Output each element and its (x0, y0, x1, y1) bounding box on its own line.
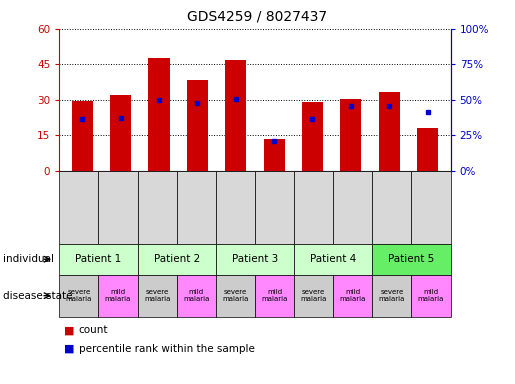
Bar (148, 58, 169, 171)
Text: GDS4259 / 8027437: GDS4259 / 8027437 (187, 10, 328, 23)
Text: severe
malaria: severe malaria (379, 289, 405, 302)
Text: mild
malaria: mild malaria (105, 289, 131, 302)
Bar (72, 101, 93, 171)
Text: ■: ■ (64, 325, 75, 335)
Text: mild
malaria: mild malaria (183, 289, 210, 302)
Text: percentile rank within the sample: percentile rank within the sample (79, 344, 255, 354)
Text: severe
malaria: severe malaria (65, 289, 92, 302)
Text: Patient 4: Patient 4 (310, 254, 356, 264)
Text: Patient 2: Patient 2 (153, 254, 200, 264)
Text: mild
malaria: mild malaria (339, 289, 366, 302)
Bar (110, 95, 131, 171)
Text: Patient 1: Patient 1 (75, 254, 122, 264)
Bar (417, 128, 438, 171)
Text: disease state: disease state (3, 291, 72, 301)
Bar (225, 60, 246, 171)
Bar (264, 139, 285, 171)
Text: severe
malaria: severe malaria (144, 289, 170, 302)
Text: mild
malaria: mild malaria (261, 289, 288, 302)
Text: mild
malaria: mild malaria (418, 289, 444, 302)
Bar (379, 91, 400, 171)
Text: individual: individual (3, 254, 54, 264)
Text: Patient 3: Patient 3 (232, 254, 278, 264)
Bar (340, 99, 362, 171)
Text: Patient 5: Patient 5 (388, 254, 435, 264)
Text: ■: ■ (64, 344, 75, 354)
Text: severe
malaria: severe malaria (300, 289, 327, 302)
Text: severe
malaria: severe malaria (222, 289, 249, 302)
Bar (187, 80, 208, 171)
Bar (302, 102, 323, 171)
Text: count: count (79, 325, 108, 335)
